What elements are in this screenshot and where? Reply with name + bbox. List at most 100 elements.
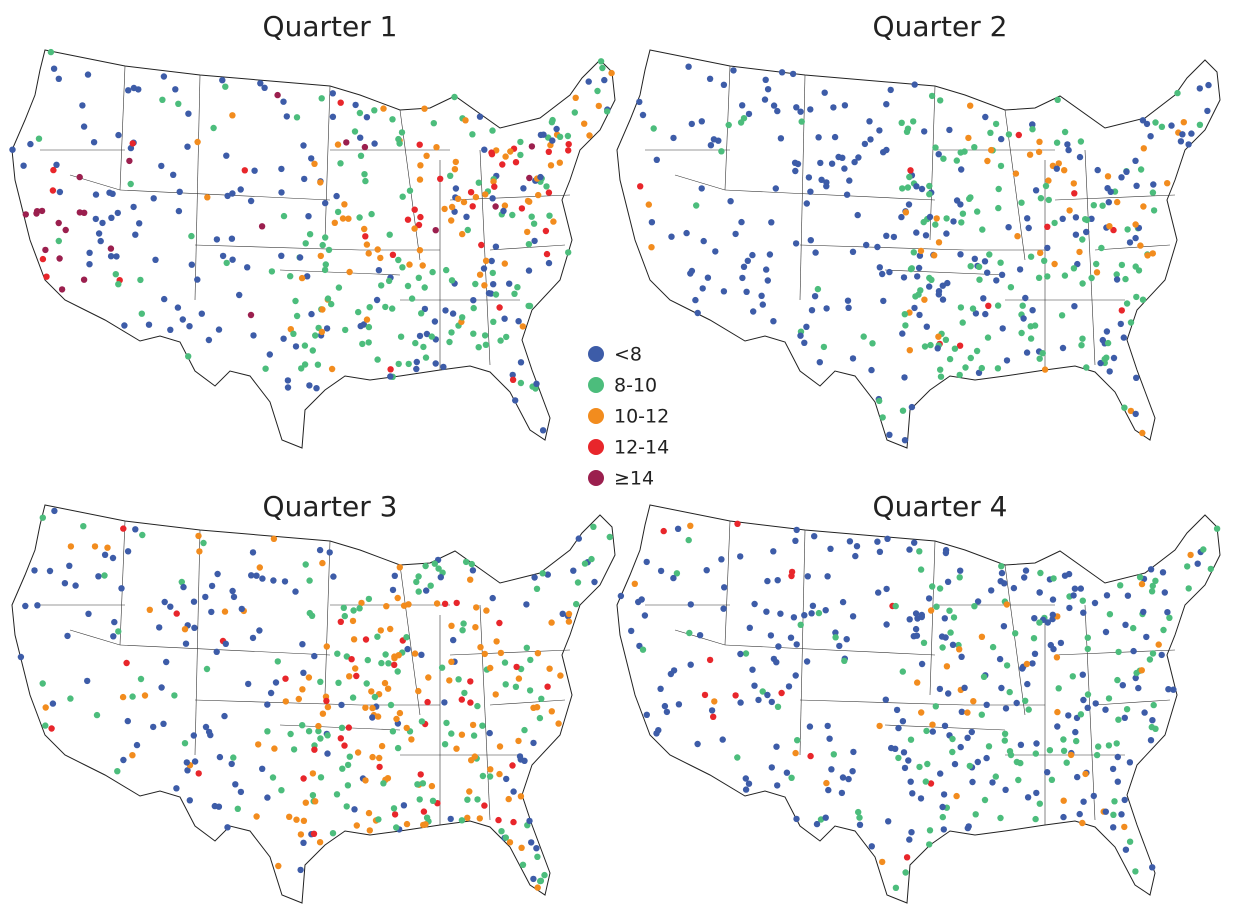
site-dot	[129, 752, 136, 759]
site-dot	[964, 824, 971, 832]
site-dot	[395, 360, 402, 368]
site-dot	[161, 295, 168, 303]
site-dot	[95, 573, 102, 580]
site-dot	[751, 682, 758, 689]
site-dot	[237, 186, 244, 193]
site-dot	[751, 600, 758, 608]
site-dot	[114, 768, 121, 775]
site-dot	[317, 774, 325, 781]
site-dot	[224, 824, 231, 831]
site-dot	[701, 691, 709, 699]
site-dot	[1071, 190, 1078, 197]
site-dot	[80, 523, 87, 530]
site-dot	[774, 577, 781, 584]
site-dot	[958, 219, 965, 226]
site-dot	[1140, 203, 1147, 210]
site-dot	[711, 698, 718, 705]
site-dot	[525, 241, 533, 248]
site-dot	[300, 142, 307, 149]
site-dot	[519, 861, 527, 868]
site-dot	[404, 645, 411, 653]
site-dot	[1194, 560, 1201, 567]
site-dot	[533, 585, 541, 592]
site-dot	[555, 720, 562, 727]
site-dot	[319, 559, 326, 567]
site-dot	[846, 538, 854, 545]
site-dot	[1149, 582, 1156, 590]
site-dot	[1140, 608, 1147, 616]
site-dot	[787, 634, 795, 641]
site-dot	[281, 578, 289, 585]
site-dot	[890, 233, 898, 241]
site-dot	[256, 564, 263, 571]
site-dot	[1118, 307, 1125, 314]
site-dot	[385, 660, 392, 667]
site-dot	[317, 678, 324, 685]
site-dot	[223, 259, 230, 267]
site-dot	[657, 685, 664, 692]
site-dot	[363, 241, 371, 248]
site-dot	[396, 564, 403, 571]
site-dot	[693, 202, 700, 209]
site-dot	[186, 323, 193, 330]
site-dot	[1132, 234, 1139, 242]
site-dot	[306, 609, 313, 617]
site-dot	[328, 300, 335, 308]
site-dot	[356, 214, 363, 221]
site-dot	[911, 304, 918, 312]
site-dot	[785, 683, 793, 690]
site-dot	[1025, 706, 1032, 713]
site-dot	[160, 720, 167, 727]
site-dot	[413, 365, 420, 373]
site-dot	[1080, 696, 1087, 704]
site-dot	[908, 403, 916, 411]
site-dot	[469, 721, 477, 729]
site-dot	[1033, 789, 1040, 797]
site-dot	[292, 297, 299, 305]
site-dot	[1007, 751, 1015, 759]
site-dot	[470, 330, 477, 337]
site-dot	[416, 332, 424, 340]
site-dot	[423, 330, 431, 338]
site-dot	[404, 282, 412, 290]
site-dot	[380, 105, 387, 112]
site-dot	[917, 247, 925, 255]
site-dot	[476, 815, 483, 822]
site-dot	[311, 652, 318, 660]
site-dot	[472, 624, 479, 631]
site-dot	[565, 249, 572, 256]
site-dot	[416, 141, 423, 148]
site-dot	[905, 757, 912, 764]
site-dot	[899, 330, 906, 337]
site-dot	[417, 771, 424, 778]
site-dot	[55, 75, 62, 83]
site-dot	[519, 323, 526, 330]
site-dot	[1036, 619, 1043, 626]
site-dot	[750, 308, 757, 315]
site-dot	[205, 336, 213, 344]
site-dot	[1022, 294, 1029, 302]
site-dot	[591, 578, 598, 586]
site-dot	[556, 159, 563, 166]
site-dot	[502, 153, 509, 160]
site-dot	[1132, 410, 1139, 418]
site-dot	[844, 297, 852, 304]
site-dot	[918, 709, 925, 716]
map-panel	[9, 48, 616, 449]
site-dot	[958, 708, 965, 715]
site-dot	[867, 136, 874, 143]
site-dot	[85, 610, 92, 617]
site-dot	[980, 295, 987, 302]
site-dot	[775, 643, 782, 650]
site-dot	[325, 246, 333, 254]
site-dot	[492, 243, 500, 250]
site-dot	[946, 126, 953, 134]
site-dot	[371, 693, 379, 701]
site-dot	[184, 143, 191, 150]
site-dot	[1147, 566, 1155, 573]
site-dot	[368, 688, 375, 695]
site-dot	[1121, 823, 1128, 831]
site-dot	[328, 365, 336, 373]
site-dot	[737, 699, 744, 706]
site-dot	[601, 76, 608, 84]
